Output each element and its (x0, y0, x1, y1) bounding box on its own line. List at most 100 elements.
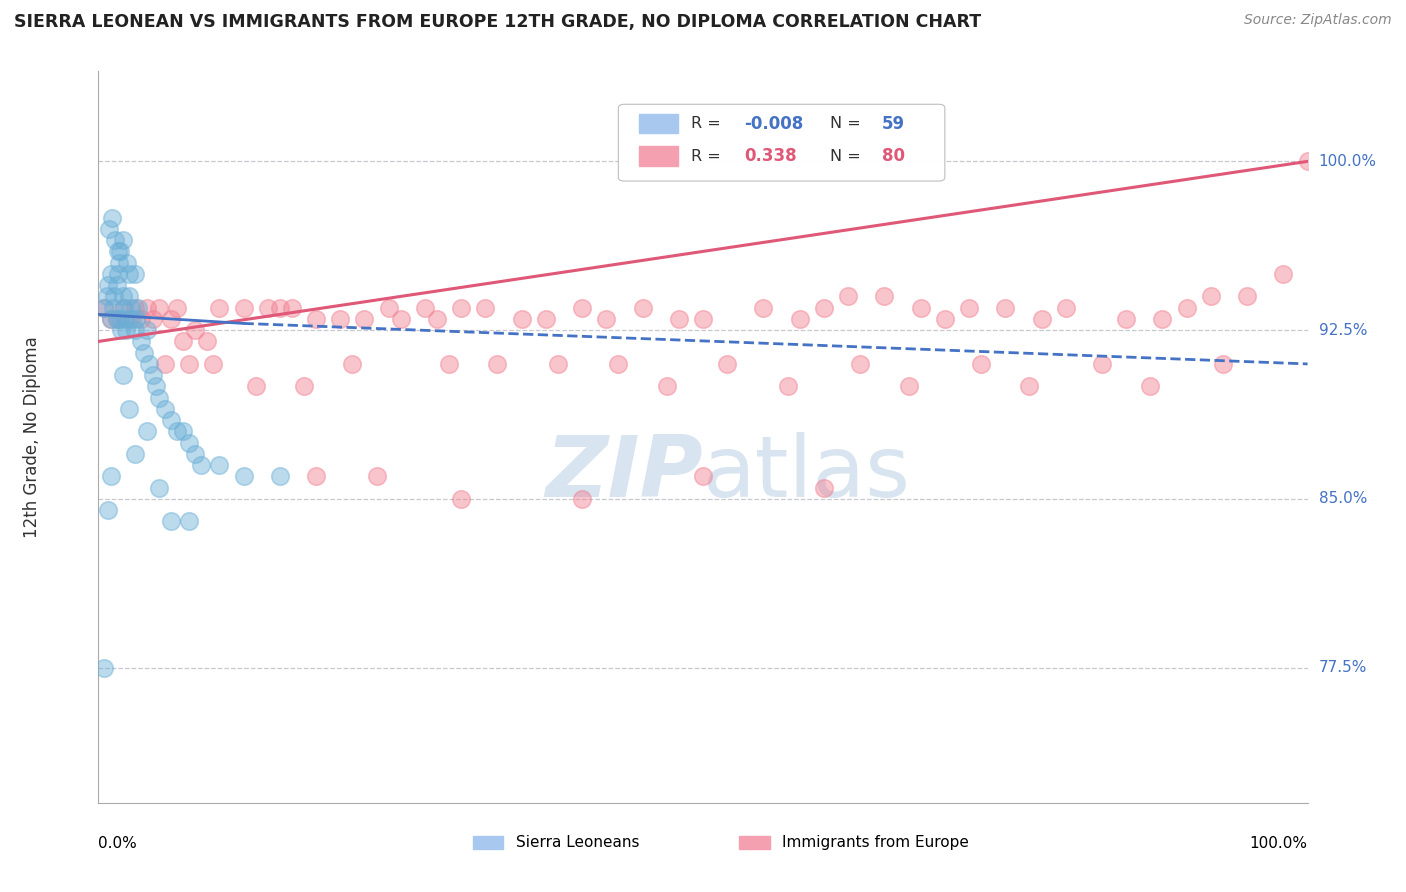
Point (124, 301, 146, 315)
Point (245, 379, 267, 393)
Text: R =: R = (690, 149, 725, 164)
Point (105, 278, 128, 293)
Point (389, 312, 412, 326)
Point (837, 289, 859, 303)
Point (108, 312, 131, 326)
Point (305, 312, 328, 326)
Bar (474, 836, 503, 849)
Point (571, 491, 593, 506)
Point (97, 278, 120, 293)
Point (148, 301, 170, 315)
Point (145, 379, 167, 393)
Point (96, 289, 118, 303)
Point (655, 379, 678, 393)
Point (256, 301, 278, 315)
Point (1175, 301, 1198, 315)
Point (1054, 301, 1077, 315)
Point (129, 334, 152, 349)
Point (166, 425, 188, 439)
Point (184, 447, 207, 461)
Point (129, 312, 152, 326)
Point (1296, 154, 1319, 169)
Text: 12th Grade, No Diploma: 12th Grade, No Diploma (22, 336, 41, 538)
Point (118, 312, 141, 326)
Point (269, 301, 291, 315)
Text: N =: N = (830, 116, 866, 131)
Point (117, 255, 139, 269)
Point (1018, 379, 1040, 393)
Point (179, 435, 201, 450)
Point (100, 312, 122, 326)
Point (813, 301, 835, 315)
Point (934, 312, 956, 326)
Point (329, 312, 352, 326)
Point (377, 301, 399, 315)
Point (1236, 289, 1258, 303)
Point (184, 323, 207, 337)
Point (486, 357, 509, 371)
Point (114, 312, 136, 326)
Point (148, 391, 170, 405)
Point (510, 312, 533, 326)
Point (595, 312, 617, 326)
Text: 100.0%: 100.0% (1319, 154, 1376, 169)
Point (120, 301, 142, 315)
Text: 85.0%: 85.0% (1319, 491, 1367, 507)
Point (111, 301, 134, 315)
Point (172, 425, 194, 439)
Text: SIERRA LEONEAN VS IMMIGRANTS FROM EUROPE 12TH GRADE, NO DIPLOMA CORRELATION CHAR: SIERRA LEONEAN VS IMMIGRANTS FROM EUROPE… (14, 13, 981, 31)
Point (534, 312, 557, 326)
Point (208, 458, 231, 473)
Text: ZIP: ZIP (546, 432, 703, 516)
Point (111, 368, 134, 383)
Point (100, 211, 122, 225)
Point (153, 401, 176, 416)
Point (135, 425, 157, 439)
Point (437, 357, 460, 371)
Point (103, 289, 125, 303)
Point (160, 515, 183, 529)
Point (776, 379, 799, 393)
Text: 0.0%: 0.0% (98, 836, 138, 851)
Text: Sierra Leoneans: Sierra Leoneans (516, 835, 640, 850)
Point (269, 469, 291, 483)
Point (97, 503, 120, 517)
Point (547, 357, 569, 371)
Point (208, 301, 231, 315)
Point (631, 301, 654, 315)
Text: Immigrants from Europe: Immigrants from Europe (782, 835, 969, 850)
Point (135, 323, 157, 337)
Text: 77.5%: 77.5% (1319, 660, 1367, 675)
Point (107, 244, 129, 259)
Point (166, 301, 188, 315)
Point (1272, 267, 1295, 281)
Point (873, 289, 896, 303)
Point (1031, 312, 1053, 326)
Point (135, 301, 157, 315)
Point (93, 661, 115, 675)
Point (292, 379, 315, 393)
Point (121, 312, 143, 326)
Point (118, 401, 141, 416)
Point (179, 357, 201, 371)
Point (127, 301, 149, 315)
Point (1152, 312, 1174, 326)
Point (1115, 312, 1137, 326)
Point (93, 301, 115, 315)
Point (112, 301, 135, 315)
Point (571, 301, 593, 315)
Point (111, 233, 134, 247)
Point (138, 357, 160, 371)
Point (897, 379, 920, 393)
Point (104, 233, 127, 247)
Point (692, 469, 714, 483)
Point (202, 357, 225, 371)
Point (789, 312, 811, 326)
Point (994, 301, 1017, 315)
Text: R =: R = (690, 116, 725, 131)
Point (172, 334, 194, 349)
Point (108, 244, 131, 259)
Point (124, 447, 146, 461)
Text: N =: N = (830, 149, 866, 164)
Point (101, 301, 124, 315)
